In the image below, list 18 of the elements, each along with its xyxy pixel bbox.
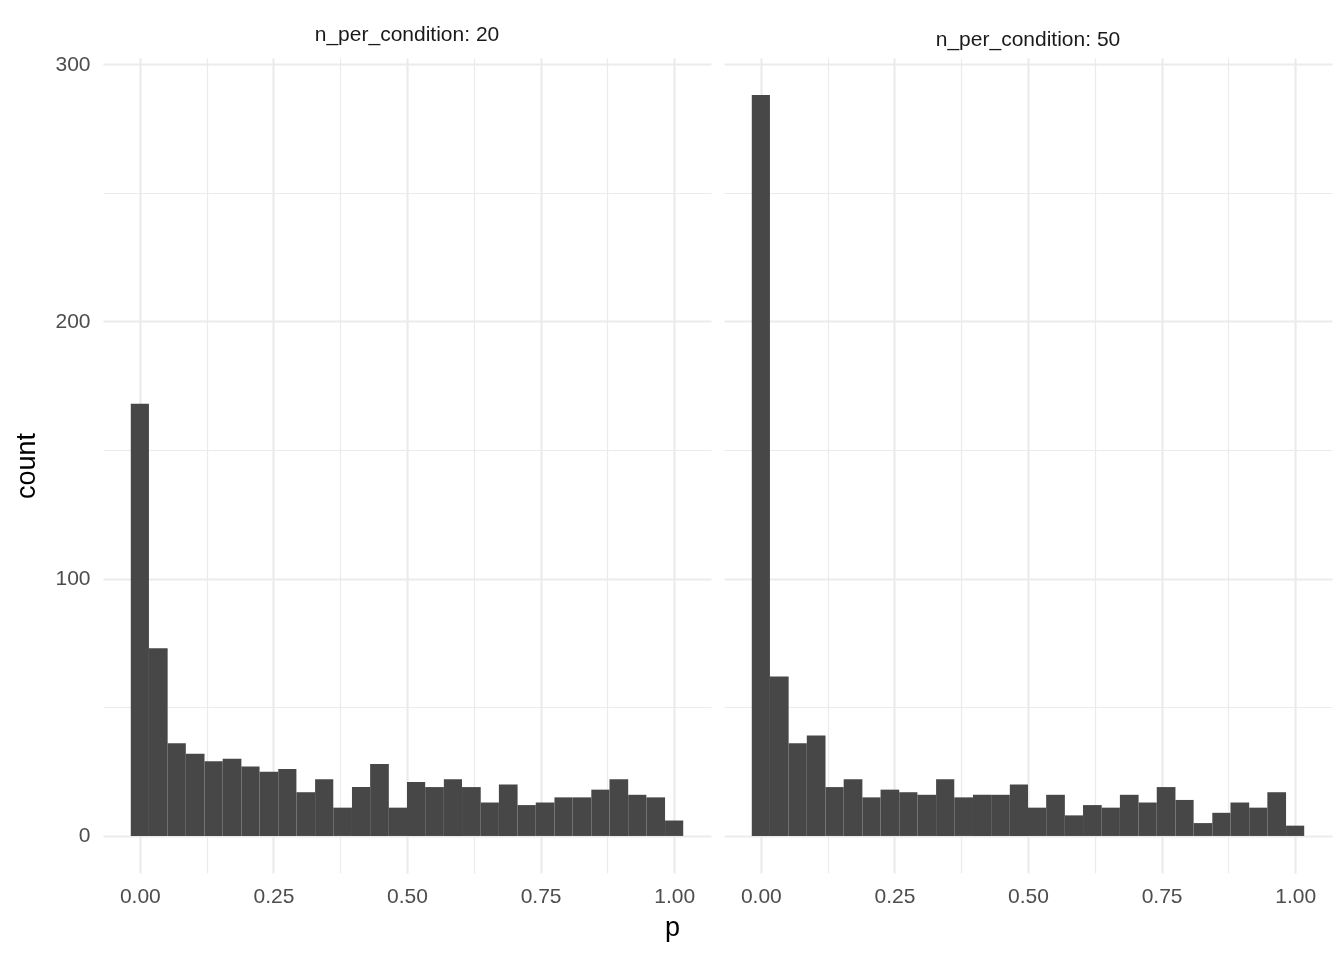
chart-title: n_per_condition: 50 [935,27,1121,51]
x-tick-label: 0.50 [387,883,428,907]
x-tick-label: 0.00 [119,883,161,907]
x-tick-label: 1.00 [1275,883,1317,907]
x-tick-label: 0.75 [520,883,562,907]
y-tick-label: 0 [78,823,91,847]
x-tick-label: 0.00 [740,883,782,907]
x-tick-label: 0.25 [874,883,916,907]
x-axis-title: p [664,912,680,942]
y-axis-title: count [11,432,42,500]
chart-title: n_per_condition: 20 [314,22,500,47]
y-tick-label: 100 [55,566,91,590]
x-tick-label: 1.00 [654,883,696,907]
y-tick-label: 200 [55,308,91,332]
x-tick-label: 0.50 [1008,883,1049,907]
y-tick-label: 300 [55,51,91,75]
x-tick-label: 0.75 [1141,883,1183,907]
x-tick-label: 0.25 [253,883,295,907]
